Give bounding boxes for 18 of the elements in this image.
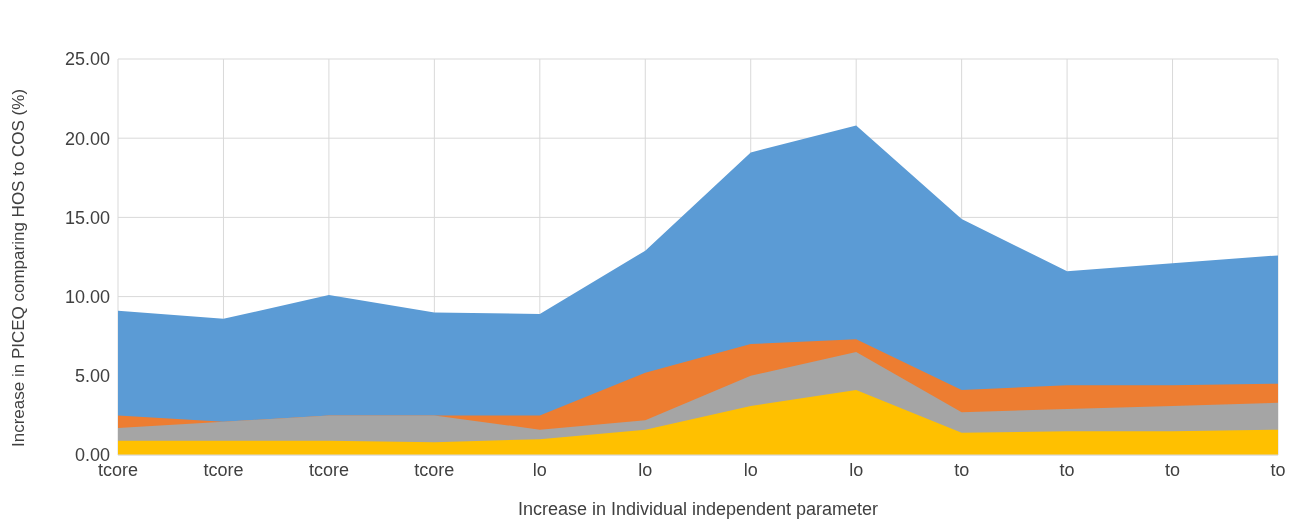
- y-tick-label: 25.00: [64, 49, 110, 70]
- y-tick-label: 20.00: [64, 128, 110, 149]
- x-axis-title: Increase in Individual independent parameter: [517, 499, 879, 519]
- y-axis-title: Increase in PICEQ comparing HOS to COS (%): [9, 88, 29, 447]
- x-tick-label: to: [1059, 459, 1075, 480]
- x-tick-label: lo: [849, 459, 864, 480]
- x-tick-label: tcore: [308, 459, 349, 480]
- x-tick-label: to: [1270, 459, 1286, 480]
- x-tick-label: to: [954, 459, 970, 480]
- x-tick-label: lo: [532, 459, 547, 480]
- x-tick-label: lo: [638, 459, 653, 480]
- x-tick-label: lo: [743, 459, 758, 480]
- y-tick-label: 10.00: [64, 286, 110, 307]
- y-tick-label: 5.00: [74, 366, 110, 387]
- y-tick-label: 15.00: [64, 207, 110, 228]
- x-tick-label: to: [1165, 459, 1181, 480]
- x-tick-label: tcore: [203, 459, 244, 480]
- x-tick-label: tcore: [414, 459, 455, 480]
